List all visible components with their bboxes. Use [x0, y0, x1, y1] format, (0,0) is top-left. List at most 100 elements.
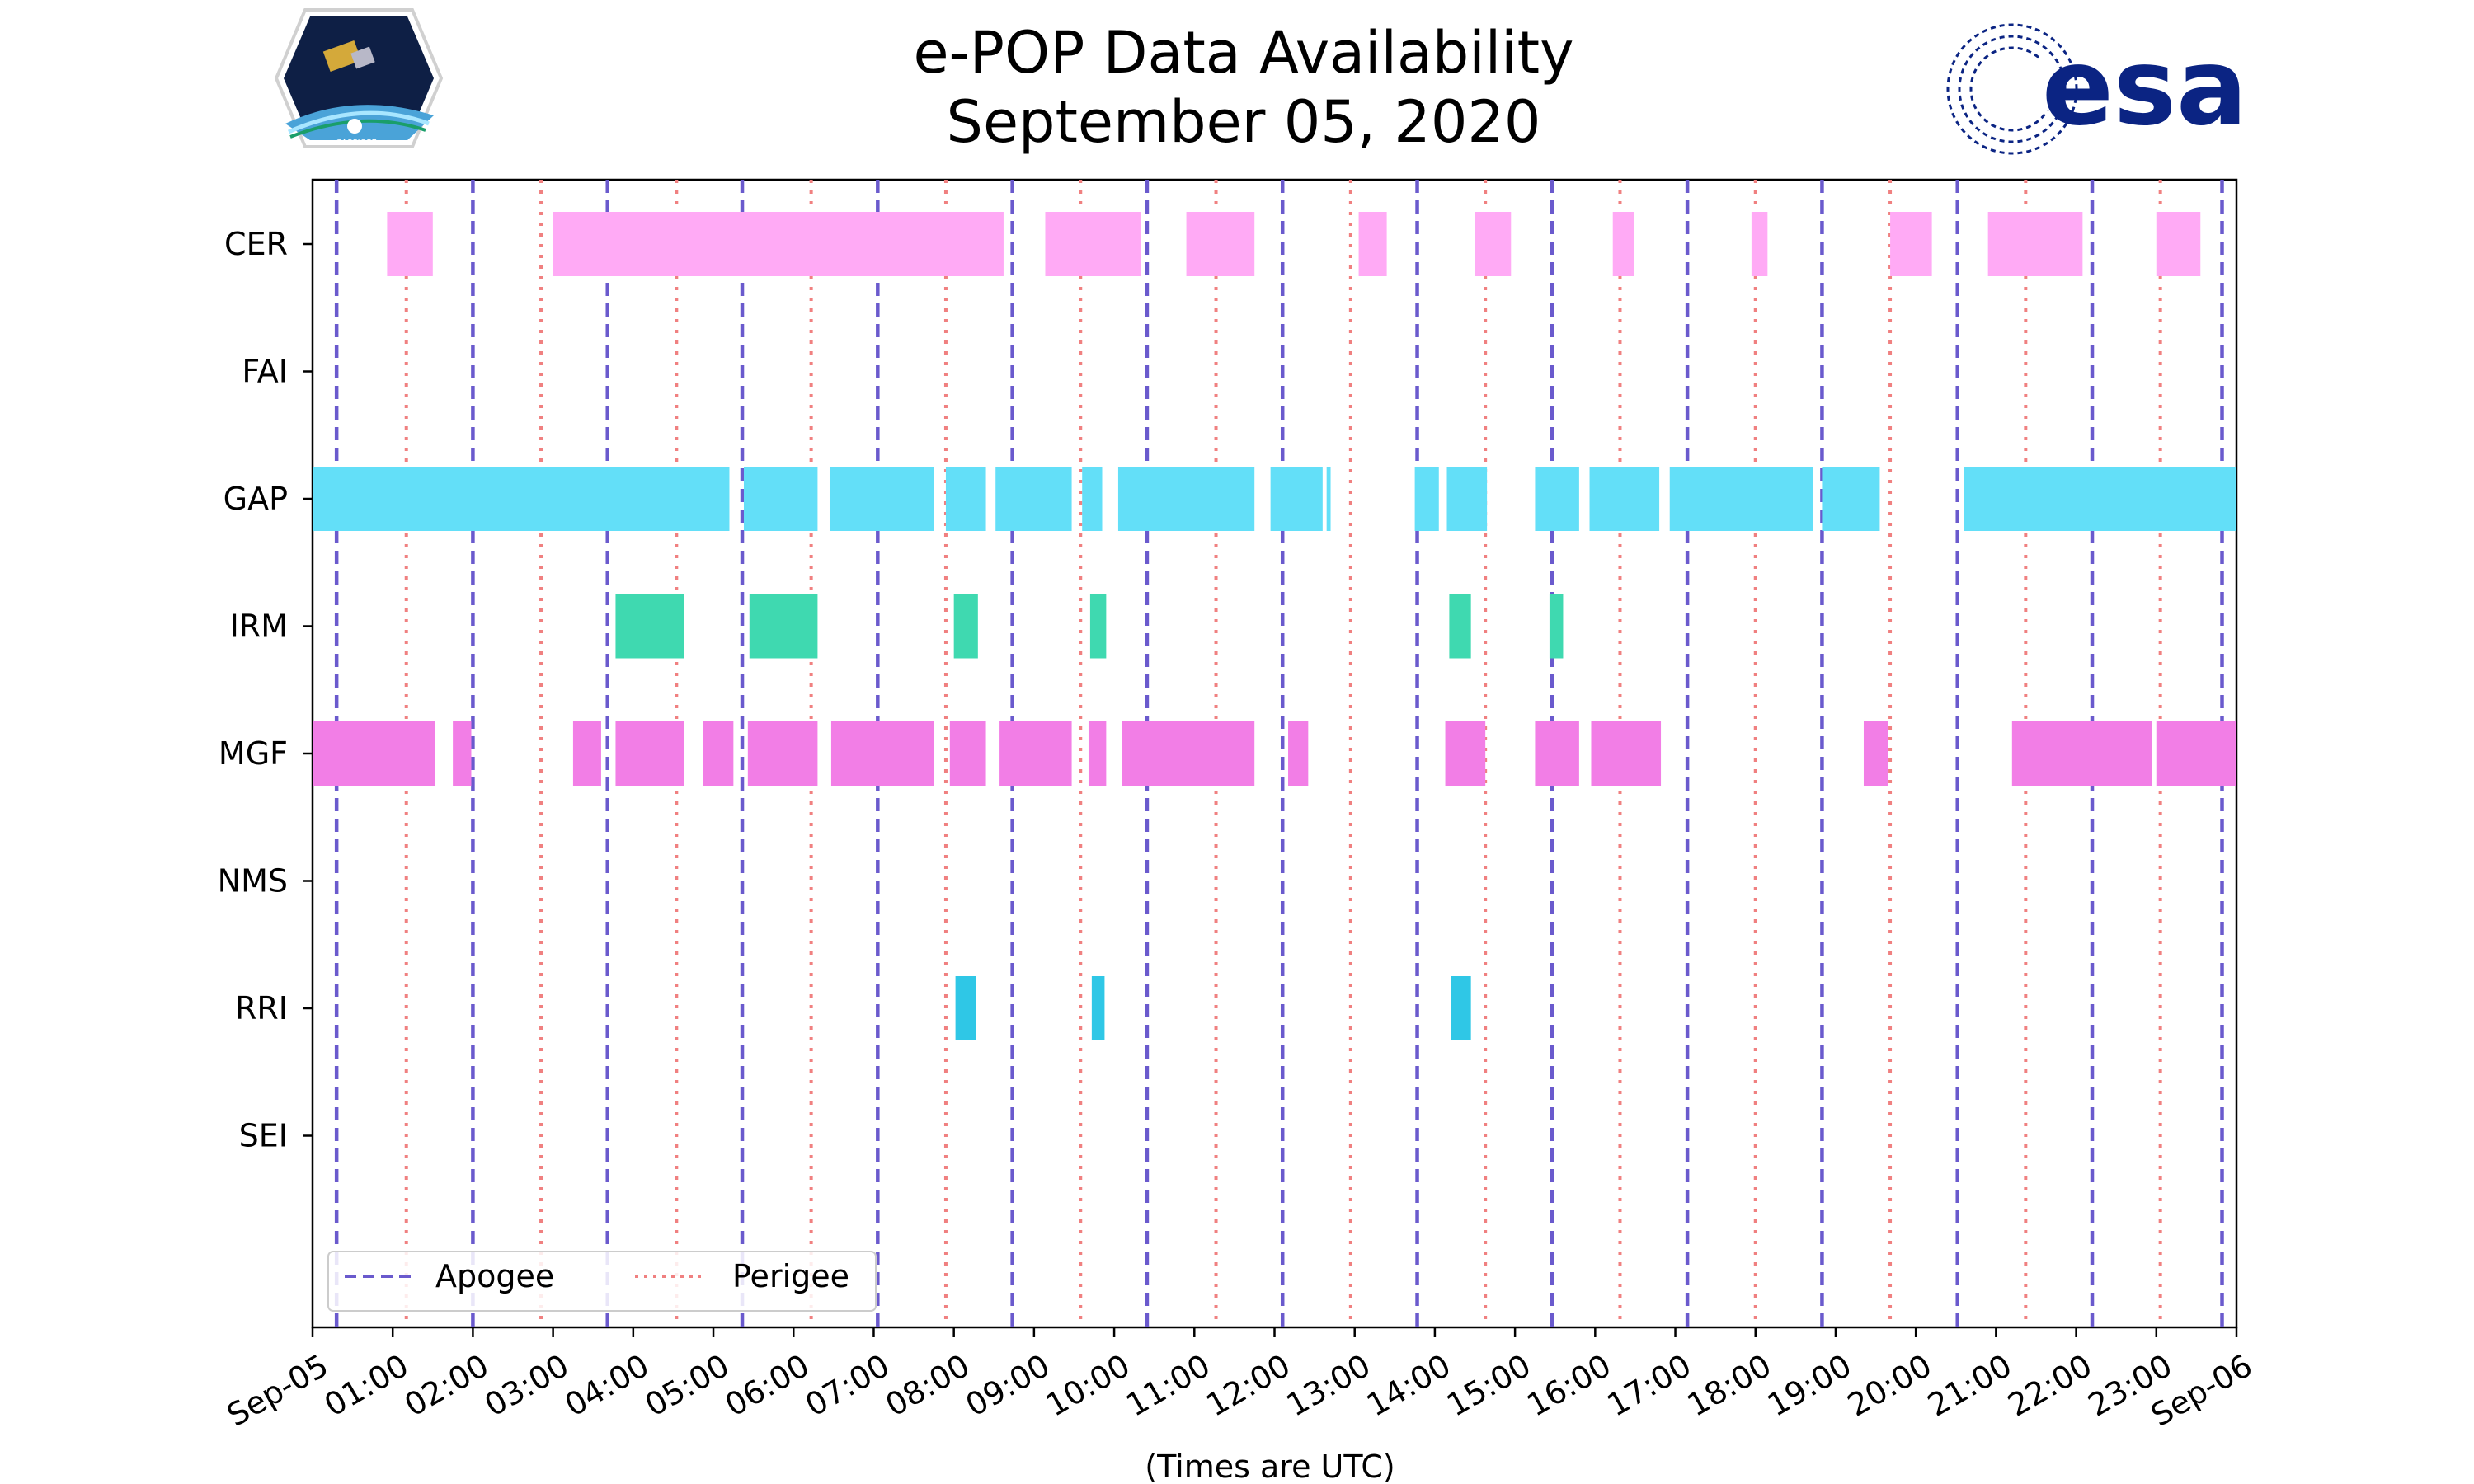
legend-perigee-label: Perigee — [732, 1258, 849, 1294]
segment-cer-10 — [2156, 212, 2201, 276]
segment-gap-4 — [995, 467, 1072, 531]
x-tick-label-6: 06:00 — [719, 1347, 816, 1424]
x-axis: Sep-0501:0002:0003:0004:0005:0006:0007:0… — [221, 1327, 2259, 1434]
esa-logo: esa — [1946, 23, 2247, 155]
legend: Apogee Perigee — [327, 1251, 877, 1312]
segment-mgf-10 — [1122, 721, 1255, 786]
y-axis: CER FAI GAP IRM MGF NMS RRI SEI — [218, 226, 313, 1154]
x-tick-label-14: 14:00 — [1361, 1347, 1457, 1424]
segment-mgf-7 — [949, 721, 986, 786]
x-tick-label-12: 12:00 — [1200, 1347, 1296, 1424]
y-tick-label-rri: RRI — [235, 990, 288, 1026]
segment-mgf-12 — [1445, 721, 1486, 786]
x-tick-label-1: 01:00 — [318, 1347, 415, 1424]
cassiope-logo: CASSIOPE — [274, 8, 444, 148]
orbit-lines — [334, 180, 2224, 1327]
segment-mgf-3 — [615, 721, 684, 786]
segment-gap-6 — [1117, 467, 1255, 531]
segment-gap-14 — [1822, 467, 1880, 531]
segment-gap-9 — [1414, 467, 1439, 531]
segment-cer-3 — [1186, 212, 1255, 276]
segment-mgf-9 — [1088, 721, 1107, 786]
segment-gap-7 — [1270, 467, 1323, 531]
segment-mgf-6 — [830, 721, 934, 786]
data-segments — [313, 212, 2236, 1040]
segment-mgf-15 — [1863, 721, 1888, 786]
x-tick-label-15: 15:00 — [1441, 1347, 1537, 1424]
x-tick-label-18: 18:00 — [1681, 1347, 1777, 1424]
segment-mgf-2 — [572, 721, 601, 786]
segment-mgf-5 — [747, 721, 818, 786]
segment-rri-0 — [955, 976, 976, 1040]
segment-cer-1 — [553, 212, 1004, 276]
plot-frame — [311, 178, 2238, 1329]
segment-mgf-8 — [999, 721, 1072, 786]
segment-irm-2 — [953, 594, 978, 659]
segment-mgf-17 — [2156, 721, 2236, 786]
segment-mgf-14 — [1591, 721, 1662, 786]
x-tick-label-3: 03:00 — [478, 1347, 575, 1424]
x-tick-label-5: 05:00 — [639, 1347, 736, 1424]
x-tick-label-20: 20:00 — [1841, 1347, 1938, 1424]
cassiope-logo-label: CASSIOPE — [336, 139, 377, 148]
x-tick-label-10: 10:00 — [1040, 1347, 1136, 1424]
segment-mgf-1 — [453, 721, 472, 786]
segment-cer-9 — [1987, 212, 2083, 276]
x-tick-label-2: 02:00 — [398, 1347, 495, 1424]
segment-cer-4 — [1358, 212, 1387, 276]
segment-gap-2 — [829, 467, 934, 531]
segment-cer-0 — [387, 212, 433, 276]
y-tick-label-fai: FAI — [242, 354, 288, 390]
x-tick-label-21: 21:00 — [1921, 1347, 2018, 1424]
segment-gap-11 — [1535, 467, 1579, 531]
segment-rri-1 — [1091, 976, 1105, 1040]
segment-rri-2 — [1451, 976, 1471, 1040]
x-tick-label-7: 07:00 — [799, 1347, 896, 1424]
x-tick-label-4: 04:00 — [558, 1347, 655, 1424]
segment-gap-13 — [1669, 467, 1813, 531]
segment-mgf-16 — [2011, 721, 2152, 786]
y-tick-label-gap: GAP — [223, 481, 288, 517]
segment-gap-5 — [1082, 467, 1103, 531]
legend-apogee-label: Apogee — [435, 1258, 554, 1294]
y-tick-label-cer: CER — [224, 226, 288, 262]
y-tick-label-sei: SEI — [239, 1118, 288, 1154]
x-tick-label-13: 13:00 — [1280, 1347, 1376, 1424]
segment-cer-8 — [1890, 212, 1932, 276]
chart-title-line1: e-POP Data Availability — [913, 19, 1573, 87]
segment-gap-3 — [945, 467, 986, 531]
x-axis-label: (Times are UTC) — [1145, 1449, 1395, 1484]
segment-gap-8 — [1326, 467, 1331, 531]
segment-irm-5 — [1549, 594, 1564, 659]
segment-mgf-13 — [1535, 721, 1579, 786]
segment-irm-4 — [1449, 594, 1471, 659]
segment-gap-15 — [1964, 467, 2236, 531]
esa-logo-text: esa — [2042, 26, 2247, 149]
segment-gap-12 — [1589, 467, 1660, 531]
x-tick-label-0: Sep-05 — [221, 1347, 335, 1434]
x-tick-label-8: 08:00 — [879, 1347, 976, 1424]
y-tick-label-mgf: MGF — [219, 735, 288, 772]
segment-mgf-11 — [1288, 721, 1309, 786]
segment-gap-0 — [313, 467, 730, 531]
segment-cer-5 — [1475, 212, 1512, 276]
x-tick-label-11: 11:00 — [1120, 1347, 1216, 1424]
y-tick-label-nms: NMS — [218, 863, 288, 899]
x-tick-label-9: 09:00 — [960, 1347, 1056, 1424]
legend-box — [327, 1251, 877, 1312]
segment-cer-6 — [1612, 212, 1634, 276]
segment-irm-0 — [615, 594, 684, 659]
y-tick-label-irm: IRM — [230, 608, 288, 645]
segment-cer-7 — [1751, 212, 1768, 276]
segment-mgf-4 — [703, 721, 734, 786]
x-tick-label-17: 17:00 — [1601, 1347, 1697, 1424]
segment-irm-1 — [749, 594, 818, 659]
segment-mgf-0 — [313, 721, 435, 786]
x-tick-label-22: 22:00 — [2001, 1347, 2098, 1424]
x-tick-label-16: 16:00 — [1521, 1347, 1617, 1424]
segment-gap-10 — [1446, 467, 1488, 531]
segment-gap-1 — [743, 467, 818, 531]
x-tick-label-19: 19:00 — [1761, 1347, 1858, 1424]
chart-title-line2: September 05, 2020 — [947, 88, 1541, 156]
